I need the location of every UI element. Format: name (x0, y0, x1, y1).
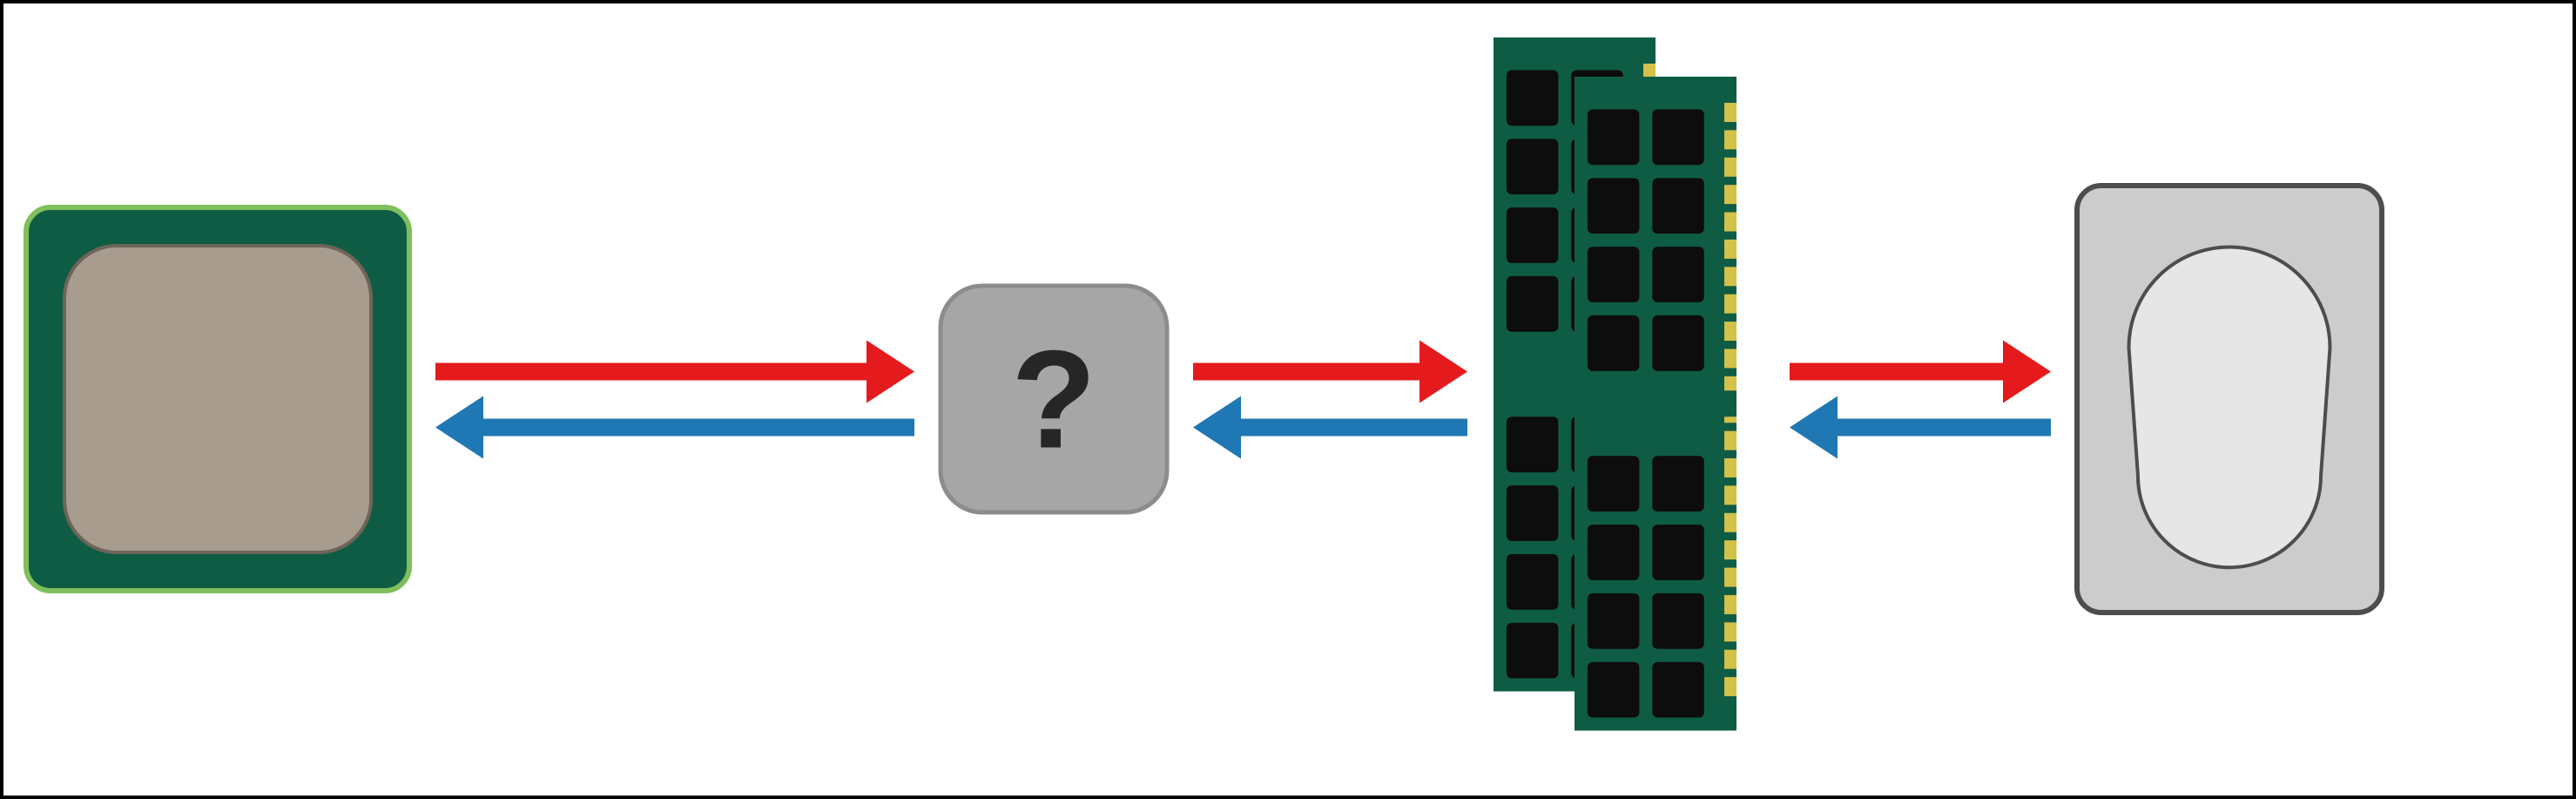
unknown-label: ? (1011, 322, 1096, 477)
ram-chip (1507, 416, 1559, 472)
memory-hierarchy-diagram: ? (0, 0, 2576, 799)
ram-chip (1588, 315, 1640, 371)
ram-chip (1588, 593, 1640, 649)
ram-chip (1652, 593, 1704, 649)
diagram-frame: ? (0, 0, 2576, 799)
hdd-node (2077, 186, 2382, 613)
ram-chip (1652, 315, 1704, 371)
ram-chip (1652, 178, 1704, 234)
ram-stick (1575, 77, 1736, 731)
cpu-die (64, 246, 371, 552)
cpu-node (26, 207, 409, 591)
ram-chip (1652, 456, 1704, 511)
ram-chip (1507, 71, 1559, 126)
ram-chip (1652, 525, 1704, 580)
ram-chip (1507, 139, 1559, 194)
ram-chip (1507, 485, 1559, 541)
ram-chip (1588, 456, 1640, 511)
ram-chip (1588, 662, 1640, 718)
ram-chip (1652, 247, 1704, 302)
ram-chip (1652, 110, 1704, 166)
ram-chip (1507, 207, 1559, 263)
ram-chip (1588, 178, 1640, 234)
hdd-platter (2128, 247, 2330, 568)
ram-chip (1507, 554, 1559, 610)
unknown-node: ? (941, 286, 1167, 512)
ram-chip (1507, 276, 1559, 332)
ram-chip (1652, 662, 1704, 718)
ram-chip (1588, 525, 1640, 580)
ram-chip (1588, 247, 1640, 302)
ram-chip (1588, 110, 1640, 166)
ram-node (1494, 37, 1736, 731)
ram-chip (1507, 623, 1559, 679)
